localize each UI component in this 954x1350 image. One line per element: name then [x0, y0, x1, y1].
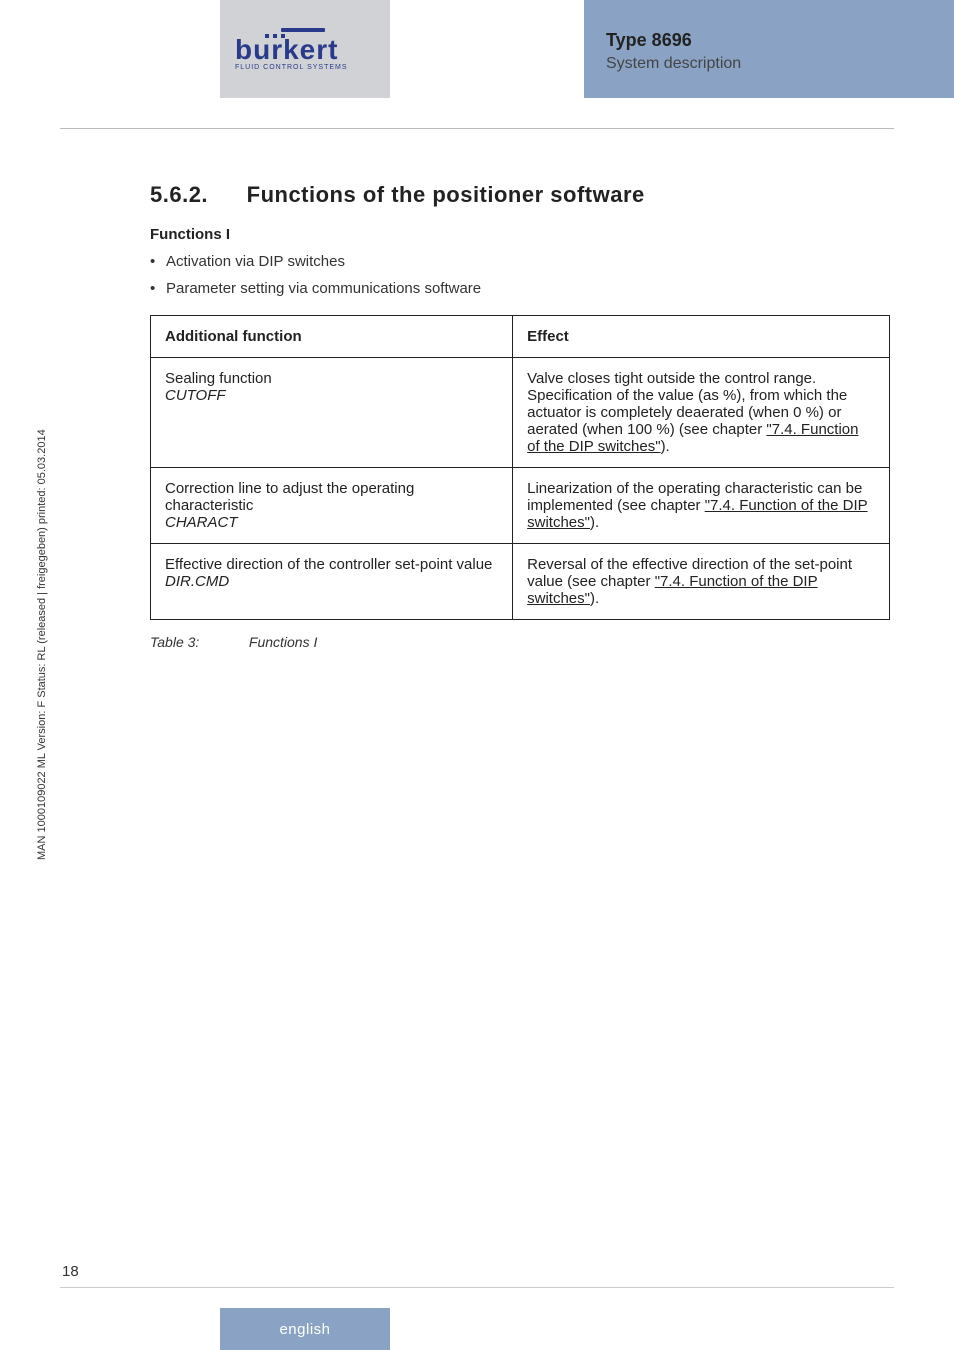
table-header-row: Additional function Effect — [151, 316, 890, 358]
table-caption: Table 3: Functions I — [150, 634, 890, 650]
content: 5.6.2. Functions of the positioner softw… — [150, 182, 890, 650]
bullet-icon: • — [150, 253, 166, 270]
caption-label: Table 3: — [150, 634, 245, 650]
section-heading: 5.6.2. Functions of the positioner softw… — [150, 182, 890, 208]
logo-wordmark: burkert — [235, 34, 348, 66]
bullet-text: Parameter setting via communications sof… — [166, 280, 481, 297]
section-number: 5.6.2. — [150, 182, 240, 208]
function-name: Correction line to adjust the operating … — [165, 480, 414, 514]
caption-text: Functions I — [249, 634, 317, 650]
function-name: Sealing function — [165, 370, 272, 387]
functions-subheading: Functions I — [150, 226, 890, 243]
functions-table: Additional function Effect Sealing funct… — [150, 315, 890, 620]
effect-text-post: ). — [590, 514, 599, 531]
col-header-function: Additional function — [151, 316, 513, 358]
footer-language-text: english — [279, 1321, 330, 1338]
table-row: Sealing function CUTOFF Valve closes tig… — [151, 358, 890, 468]
cell-effect: Reversal of the effective direction of t… — [513, 544, 890, 620]
logo-subtext: FLUID CONTROL SYSTEMS — [235, 64, 348, 71]
logo: burkert FLUID CONTROL SYSTEMS — [235, 28, 348, 71]
section-title: Functions of the positioner software — [247, 182, 645, 207]
page-root: burkert FLUID CONTROL SYSTEMS Type 8696 … — [0, 0, 954, 1350]
col-header-effect: Effect — [513, 316, 890, 358]
bullet-list: • Activation via DIP switches • Paramete… — [150, 253, 890, 297]
footer-divider — [60, 1287, 894, 1288]
bullet-icon: • — [150, 280, 166, 297]
cell-function: Sealing function CUTOFF — [151, 358, 513, 468]
footer-language-tab: english — [220, 1308, 390, 1350]
cell-effect: Linearization of the operating character… — [513, 468, 890, 544]
vertical-meta-text: MAN 1000109022 ML Version: F Status: RL … — [36, 429, 48, 860]
list-item: • Activation via DIP switches — [150, 253, 890, 270]
effect-text-post: ). — [661, 438, 670, 455]
list-item: • Parameter setting via communications s… — [150, 280, 890, 297]
header-divider — [60, 128, 894, 129]
bullet-text: Activation via DIP switches — [166, 253, 345, 270]
cell-effect: Valve closes tight outside the control r… — [513, 358, 890, 468]
cell-function: Effective direction of the controller se… — [151, 544, 513, 620]
section-label: System description — [606, 55, 926, 73]
cell-function: Correction line to adjust the operating … — [151, 468, 513, 544]
function-code: CHARACT — [165, 514, 238, 531]
function-code: CUTOFF — [165, 387, 226, 404]
function-name: Effective direction of the controller se… — [165, 556, 492, 573]
function-code: DIR.CMD — [165, 573, 229, 590]
table-row: Correction line to adjust the operating … — [151, 468, 890, 544]
type-label: Type 8696 — [606, 30, 926, 51]
effect-text-post: ). — [590, 590, 599, 607]
table-row: Effective direction of the controller se… — [151, 544, 890, 620]
page-number: 18 — [62, 1263, 79, 1280]
header-right: Type 8696 System description — [606, 30, 926, 73]
